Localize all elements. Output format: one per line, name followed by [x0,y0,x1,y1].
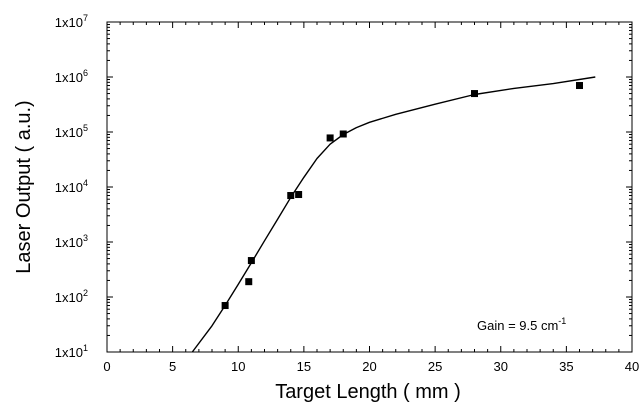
data-point [471,90,478,98]
y-tick-label: 1x101 [55,343,88,360]
x-tick-label: 25 [428,359,442,374]
fit-curve-group [191,76,596,353]
y-tick-label: 1x102 [55,288,88,305]
x-tick-label: 35 [559,359,573,374]
gain-annotation: Gain = 9.5 cm-1 [477,316,566,333]
data-point [326,134,334,142]
x-tick-label: 0 [103,359,110,374]
x-tick-label: 15 [297,359,311,374]
y-tick-label: 1x106 [55,68,88,85]
x-tick-label: 40 [625,359,639,374]
data-point [245,278,253,286]
x-tick-label: 30 [494,359,508,374]
x-tick-label: 5 [169,359,176,374]
fit-curve [191,76,596,353]
y-tick-label: 1x104 [55,178,88,195]
y-tick-label: 1x103 [55,233,88,250]
x-tick-label: 20 [362,359,376,374]
data-point [287,192,295,200]
data-point [221,302,229,310]
data-point [295,191,303,199]
data-point [247,257,255,265]
y-tick-label: 1x105 [55,123,88,140]
axis-ticks [106,21,633,353]
x-tick-label: 10 [231,359,245,374]
x-axis-title: Target Length ( mm ) [275,381,461,403]
y-tick-label: 1x107 [55,13,88,30]
data-point [576,82,583,90]
data-points [221,82,583,310]
data-point [339,130,347,138]
plot-area-frame [106,21,633,353]
y-axis-title: Laser Output ( a.u.) [13,100,35,273]
tick-labels: 0 5 10 15 20 25 30 35 40 1x101 1x102 1x103 1x104 1x10… [55,13,639,374]
